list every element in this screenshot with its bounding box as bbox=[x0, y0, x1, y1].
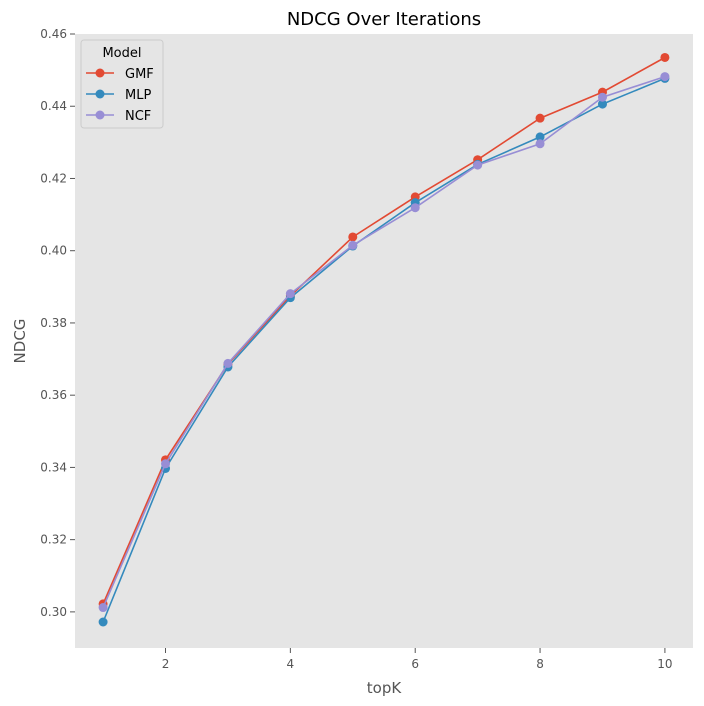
data-point-ncf bbox=[473, 160, 483, 170]
legend-label: MLP bbox=[125, 88, 151, 103]
data-point-ncf bbox=[348, 240, 358, 250]
y-tick-label: 0.30 bbox=[40, 605, 67, 619]
legend: Model GMF MLP NCF bbox=[80, 39, 164, 129]
y-tick-label: 0.36 bbox=[40, 388, 67, 402]
data-point-ncf bbox=[285, 289, 295, 299]
y-tick-label: 0.42 bbox=[40, 171, 67, 185]
legend-label: GMF bbox=[125, 67, 154, 82]
legend-item-gmf: GMF bbox=[86, 67, 154, 82]
data-point-ncf bbox=[660, 72, 670, 82]
x-tick-label: 2 bbox=[162, 657, 170, 671]
x-axis-label: topK bbox=[367, 679, 403, 697]
data-point-ncf bbox=[223, 358, 233, 368]
legend-box bbox=[80, 39, 164, 129]
data-point-gmf bbox=[535, 113, 545, 123]
data-point-ncf bbox=[597, 92, 607, 102]
legend-swatch-marker bbox=[95, 110, 105, 120]
x-tick-label: 4 bbox=[287, 657, 295, 671]
data-point-mlp bbox=[597, 99, 607, 109]
x-axis: 2 4 6 8 10 bbox=[162, 648, 673, 671]
legend-label: NCF bbox=[125, 109, 151, 124]
data-point-gmf bbox=[348, 232, 358, 242]
data-point-ncf bbox=[161, 459, 171, 469]
x-tick-label: 10 bbox=[657, 657, 672, 671]
data-point-ncf bbox=[410, 203, 420, 213]
data-point-ncf bbox=[98, 603, 108, 613]
x-tick-label: 6 bbox=[411, 657, 419, 671]
series-line-ncf bbox=[102, 75, 666, 608]
series-layer bbox=[98, 52, 670, 627]
y-axis: 0.30 0.32 0.34 0.36 0.38 0.40 0.42 0.44 0.46 bbox=[40, 27, 75, 619]
x-tick-label: 8 bbox=[536, 657, 544, 671]
data-point-gmf bbox=[660, 52, 670, 62]
legend-item-mlp: MLP bbox=[86, 88, 151, 103]
plot-background bbox=[75, 34, 693, 648]
legend-swatch-marker bbox=[95, 68, 105, 78]
series-line-gmf bbox=[102, 56, 666, 605]
y-tick-label: 0.44 bbox=[40, 99, 67, 113]
data-point-ncf bbox=[535, 139, 545, 149]
y-tick-label: 0.38 bbox=[40, 316, 67, 330]
data-point-mlp bbox=[535, 132, 545, 142]
legend-title: Model bbox=[102, 46, 141, 61]
y-axis-label: NDCG bbox=[11, 319, 29, 364]
y-tick-label: 0.46 bbox=[40, 27, 67, 41]
y-tick-label: 0.34 bbox=[40, 460, 67, 474]
y-tick-label: 0.32 bbox=[40, 533, 67, 547]
legend-swatch-marker bbox=[95, 89, 105, 99]
legend-item-ncf: NCF bbox=[86, 109, 151, 124]
series-ncf bbox=[98, 72, 670, 613]
y-tick-label: 0.40 bbox=[40, 244, 67, 258]
chart-title: NDCG Over Iterations bbox=[287, 9, 481, 30]
data-point-mlp bbox=[98, 617, 108, 627]
